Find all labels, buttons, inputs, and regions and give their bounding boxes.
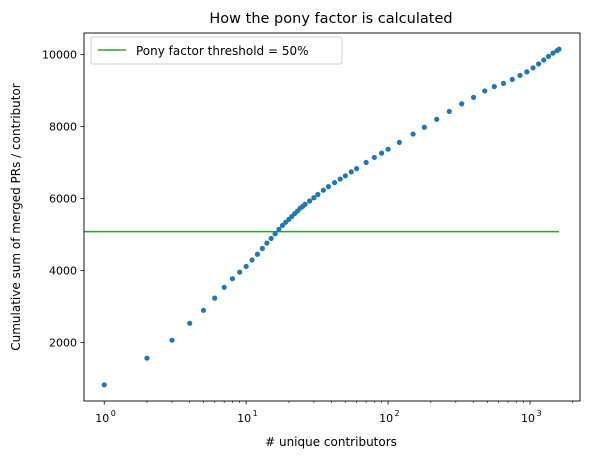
data-point <box>363 159 369 166</box>
data-point <box>212 295 218 301</box>
data-point <box>320 187 326 193</box>
legend-box <box>90 36 343 65</box>
data-point <box>482 88 488 94</box>
data-layer <box>84 46 562 388</box>
data-point <box>272 231 278 237</box>
data-point <box>509 76 515 83</box>
data-point <box>354 166 360 172</box>
data-point <box>379 150 385 156</box>
data-point <box>530 65 536 71</box>
data-point <box>470 94 477 100</box>
data-point <box>254 251 261 257</box>
data-point <box>259 245 265 252</box>
data-point <box>545 53 552 59</box>
y-axis: 2000 4000 6000 8000 10000 <box>42 49 84 349</box>
data-point <box>144 355 150 361</box>
data-point <box>500 80 507 86</box>
data-point <box>556 46 562 52</box>
data-point <box>311 195 317 201</box>
data-point <box>268 235 274 242</box>
y-tick-label: 4000 <box>49 264 77 277</box>
x-tick-label: 10 <box>237 412 251 425</box>
x-tick-exponent: 3 <box>536 409 541 418</box>
data-point <box>101 382 107 388</box>
legend-label: Pony factor threshold = 50% <box>136 44 309 58</box>
x-tick-exponent: 1 <box>253 409 258 418</box>
data-point <box>396 139 402 145</box>
data-point <box>434 116 440 122</box>
x-axis: 10 0 10 1 10 2 10 3 <box>95 401 574 425</box>
data-point <box>276 226 282 233</box>
data-point <box>491 83 497 90</box>
data-point <box>536 61 542 67</box>
plot-frame <box>83 32 581 402</box>
data-point <box>243 263 249 270</box>
data-point <box>249 257 255 263</box>
x-tick-exponent: 2 <box>395 409 400 418</box>
data-point <box>302 201 308 207</box>
data-point <box>517 72 523 79</box>
data-point <box>371 154 377 161</box>
data-point <box>332 180 338 186</box>
data-point <box>421 124 427 130</box>
data-point <box>550 50 556 56</box>
data-point <box>410 131 416 137</box>
data-points <box>101 46 562 388</box>
legend: Pony factor threshold = 50% <box>90 36 343 65</box>
x-tick-exponent: 0 <box>111 409 116 418</box>
data-point <box>348 169 354 175</box>
data-point <box>342 173 348 179</box>
data-point <box>200 307 207 313</box>
x-tick-label: 10 <box>521 412 535 425</box>
data-point <box>541 57 547 63</box>
data-point <box>279 222 285 229</box>
data-point <box>524 69 530 75</box>
data-point <box>169 337 175 343</box>
y-tick-label: 10000 <box>42 49 77 62</box>
data-point <box>187 320 193 326</box>
y-axis-label: Cumulative sum of merged PRs / contribut… <box>9 83 23 351</box>
data-point <box>315 191 321 198</box>
data-point <box>459 101 465 107</box>
y-tick-label: 8000 <box>49 121 77 134</box>
data-point <box>337 176 343 182</box>
data-point <box>307 198 313 204</box>
data-point <box>221 284 227 290</box>
data-point <box>446 108 452 115</box>
data-point <box>325 184 332 190</box>
data-point <box>385 146 391 152</box>
x-axis-label: # unique contributors <box>265 435 397 449</box>
x-tick-label: 10 <box>95 412 109 425</box>
data-point <box>237 269 243 275</box>
y-tick-label: 6000 <box>49 192 77 205</box>
chart-title: How the pony factor is calculated <box>209 11 452 27</box>
data-point <box>264 240 270 246</box>
y-tick-label: 2000 <box>49 336 77 349</box>
data-point <box>229 276 236 282</box>
x-tick-label: 10 <box>379 412 393 425</box>
